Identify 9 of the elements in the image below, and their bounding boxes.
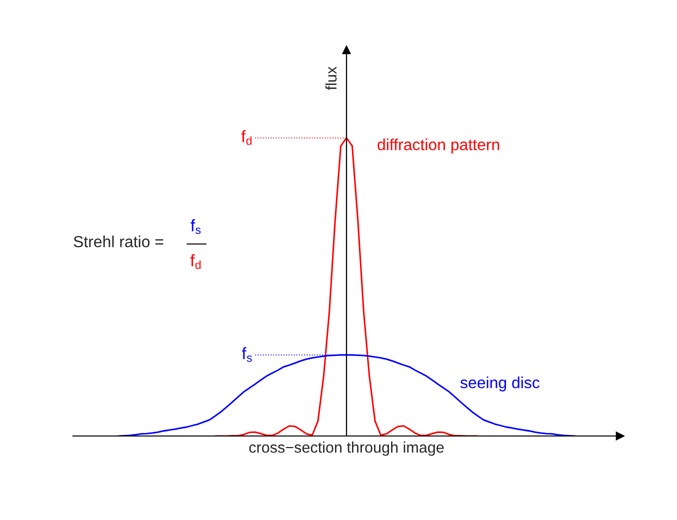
annotation: Strehl ratio = [74,236,164,248]
ref-line-label: f$_{s}$ [242,347,252,362]
annotation: f$_{d}$ [190,254,201,269]
series-label: seeing disc [460,376,540,392]
ref-line-label: f$_{d}$ [241,130,252,145]
y-axis-title: flux [325,66,337,90]
annotation: f$_{s}$ [190,219,201,234]
x-axis-title: cross−section through image [249,442,444,456]
series-label: diffraction pattern [378,138,500,154]
